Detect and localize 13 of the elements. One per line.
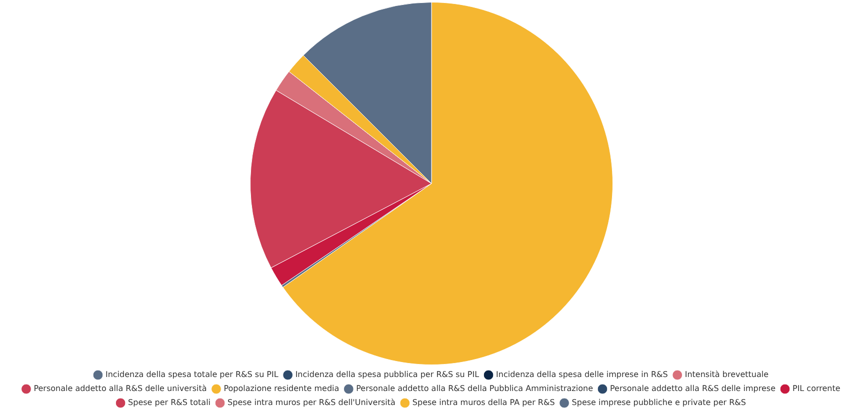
legend-label: Incidenza della spesa pubblica per R&S su PIL [295, 370, 480, 380]
legend-label: Spese per R&S totali [128, 398, 211, 408]
legend-label: Spese imprese pubbliche e private per R&S [572, 398, 746, 408]
legend-label: Incidenza della spesa delle imprese in R&S [496, 370, 668, 380]
legend-label: Personale addetto alla R&S delle imprese [610, 384, 776, 394]
legend-label: PIL corrente [792, 384, 840, 394]
legend-label: Spese intra muros della PA per R&S [412, 398, 555, 408]
legend-label: Personale addetto alla R&S della Pubblica Amministrazione [356, 384, 594, 394]
legend-label: Incidenza della spesa totale per R&S su PIL [105, 370, 279, 380]
legend-label: Spese intra muros per R&S dell'Università [228, 398, 396, 408]
legend-label: Intensità brevettuale [684, 370, 769, 380]
legend-label: Personale addetto alla R&S delle università [34, 384, 207, 394]
legend-label: Popolazione residente media [224, 384, 340, 394]
